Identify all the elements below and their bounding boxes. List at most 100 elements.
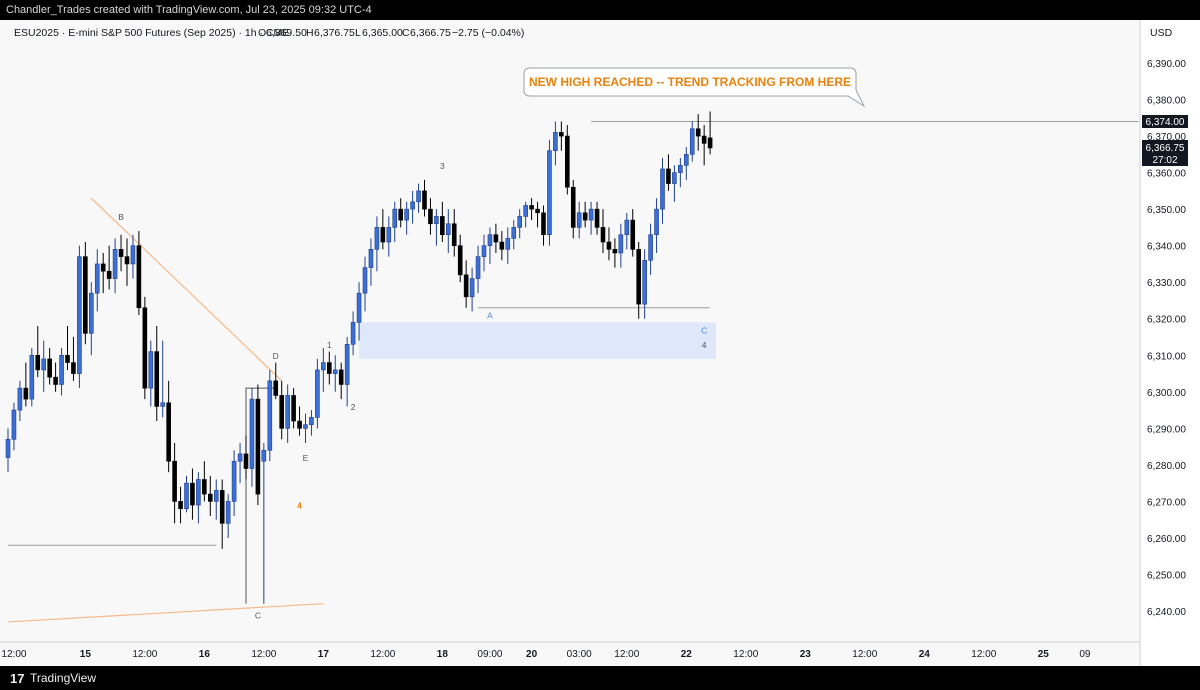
candle — [594, 201, 600, 235]
candle — [219, 479, 225, 549]
candle — [208, 475, 213, 517]
candle — [172, 442, 177, 524]
candle-body — [564, 135, 570, 188]
candle-body — [297, 420, 302, 429]
candle-body — [487, 234, 493, 246]
candle — [326, 351, 332, 385]
candle-body — [267, 380, 273, 451]
candle — [303, 413, 308, 443]
candle — [499, 231, 505, 261]
candle-body — [505, 238, 511, 250]
low-value: 6,365.00 — [362, 27, 403, 39]
tradingview-logo[interactable]: 17 — [10, 671, 25, 686]
candle-body — [166, 402, 171, 462]
candle-body — [100, 263, 106, 272]
time-tick-label: 23 — [800, 649, 812, 660]
candle-body — [362, 267, 368, 294]
currency-label[interactable]: USD — [1150, 27, 1173, 39]
candle-body — [440, 216, 445, 236]
candle — [547, 139, 552, 246]
time-axis[interactable]: 12:00 15 12:00 16 12:00 17 12:00 18 09:00 20 03:00… — [1, 649, 1091, 660]
candle-body — [463, 274, 469, 298]
candle — [416, 183, 421, 213]
candle — [672, 165, 677, 202]
candle-body — [475, 256, 481, 279]
candle — [660, 157, 665, 224]
candle-body — [273, 380, 279, 396]
candle — [630, 209, 636, 257]
candle — [279, 380, 285, 440]
candle — [469, 267, 475, 312]
candle-body — [582, 212, 588, 221]
candle — [618, 223, 624, 268]
wave-label: 4 — [702, 340, 707, 350]
candle — [701, 125, 707, 166]
tradingview-brand[interactable]: TradingView — [30, 671, 97, 685]
candle-body — [594, 208, 600, 228]
candle — [410, 190, 415, 224]
candle-body — [642, 259, 647, 305]
candle-body — [695, 128, 701, 137]
price-axis[interactable]: 6,240.00 6,250.00 6,260.00 6,270.00 6,280.00… — [1147, 59, 1186, 618]
candle-body — [29, 354, 35, 400]
candle — [71, 337, 76, 381]
candle — [190, 468, 195, 520]
candle — [434, 209, 439, 246]
candle-body — [112, 249, 118, 279]
candle-body — [683, 154, 689, 166]
candle-body — [445, 223, 451, 236]
candle — [309, 410, 314, 436]
candle — [11, 402, 17, 451]
candle-body — [160, 402, 165, 407]
candle-body — [529, 205, 534, 210]
high-label: H — [306, 27, 314, 39]
price-tick-label: 6,360.00 — [1147, 169, 1186, 180]
callout[interactable]: NEW HIGH REACHED -- TREND TRACKING FROM … — [523, 67, 866, 108]
level-price-tag — [1142, 115, 1188, 128]
candle — [77, 245, 82, 389]
candle — [654, 198, 659, 253]
candle-body — [493, 234, 499, 243]
candle-body — [553, 132, 558, 151]
candle — [428, 198, 433, 235]
symbol-description[interactable]: ESU2025 · E-mini S&P 500 Futures (Sep 20… — [14, 27, 289, 39]
candle-body — [374, 227, 380, 250]
candle — [267, 369, 273, 462]
candle-body — [588, 208, 594, 221]
candle — [463, 260, 469, 308]
candle — [47, 347, 52, 385]
candle — [285, 384, 290, 443]
candle-body — [130, 245, 136, 265]
candle — [648, 223, 653, 275]
candle — [606, 227, 612, 261]
candle — [118, 234, 124, 272]
time-tick-label: 12:00 — [251, 649, 276, 660]
candle-body — [291, 395, 296, 422]
wave-label: 4 — [297, 501, 302, 511]
time-tick-label: 03:00 — [567, 649, 592, 660]
candle-body — [606, 241, 612, 250]
candle-body — [285, 395, 290, 429]
candle-body — [148, 351, 154, 389]
candle-body — [499, 241, 505, 250]
candle-body — [77, 256, 82, 374]
candlestick-chart[interactable]: BD1E423BAC4C 6,240.006,250.006,260.006,2… — [0, 20, 1200, 666]
candle-body — [416, 190, 421, 203]
candle-body — [398, 208, 404, 221]
candle — [196, 472, 201, 524]
candle — [612, 238, 618, 268]
candle-body — [559, 132, 564, 137]
candle — [642, 249, 647, 319]
time-tick-label: 24 — [919, 649, 931, 660]
candle — [23, 362, 29, 407]
candle — [481, 234, 487, 272]
candle — [392, 201, 398, 243]
candle-body — [309, 417, 314, 425]
candle — [386, 216, 392, 257]
candle — [297, 406, 302, 436]
candle-body — [618, 234, 624, 254]
candle-body — [392, 208, 398, 228]
attribution-bar: Chandler_Trades created with TradingView… — [0, 0, 1200, 20]
candle-body — [202, 479, 207, 495]
candle — [553, 121, 558, 166]
